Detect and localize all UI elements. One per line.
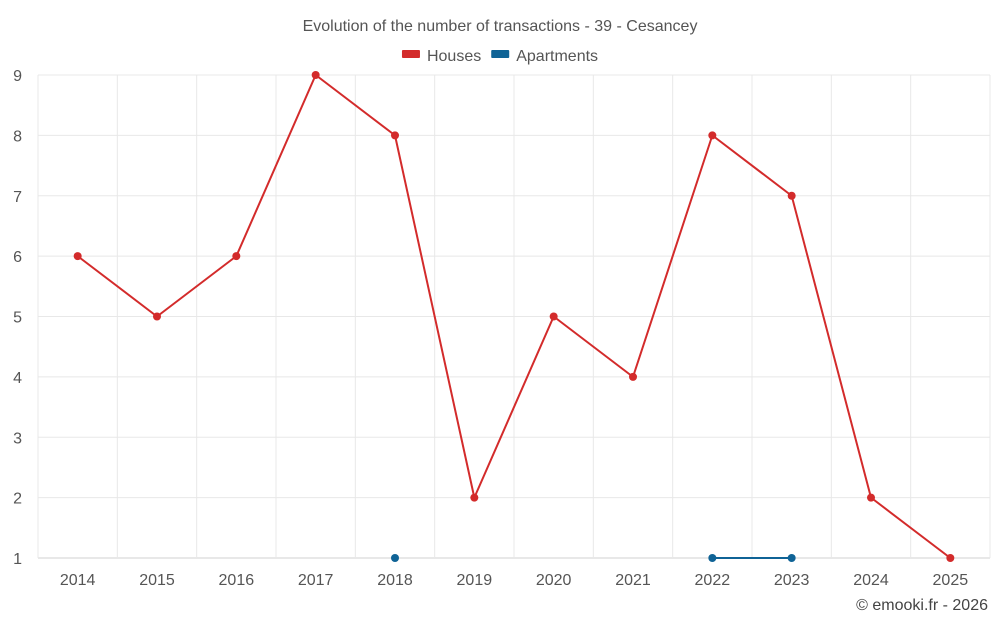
x-tick-label: 2017 [298,572,334,589]
y-tick-label: 9 [13,68,22,85]
credit-text: © emooki.fr - 2026 [856,597,988,614]
data-point-houses[interactable] [391,131,399,140]
y-tick-label: 4 [13,370,22,387]
x-tick-label: 2016 [219,572,255,589]
x-tick-label: 2022 [695,572,731,589]
data-point-houses[interactable] [549,312,558,321]
series-layer [73,71,955,562]
x-tick-label: 2019 [457,572,493,589]
y-tick-label: 5 [13,310,22,327]
data-point-houses[interactable] [867,493,875,502]
x-tick-label: 2020 [536,572,572,589]
chart-title: Evolution of the number of transactions … [303,18,698,35]
data-point-houses[interactable] [153,312,161,321]
x-tick-label: 2023 [774,572,810,589]
legend-label: Houses [427,48,481,65]
data-point-houses[interactable] [470,493,479,502]
y-tick-label: 7 [13,189,22,206]
legend-swatch [401,50,420,58]
series-line-houses [77,74,951,559]
x-tick-label: 2015 [139,572,175,589]
series-houses [73,71,955,562]
y-tick-label: 8 [13,128,22,145]
y-tick-label: 3 [13,430,22,447]
legend-item-houses[interactable]: Houses [401,48,481,65]
x-tick-label: 2021 [615,572,651,589]
data-point-apartments[interactable] [391,554,399,562]
data-point-houses[interactable] [708,131,717,140]
legend-label: Apartments [516,48,598,65]
y-tick-label: 1 [13,551,22,568]
x-tick-label: 2014 [60,572,96,589]
data-point-houses[interactable] [787,191,796,200]
y-axis: 1 2 3 4 5 6 7 8 9 [13,68,22,568]
data-point-apartments[interactable] [787,554,796,562]
series-apartments [391,554,796,562]
x-tick-label: 2024 [853,572,889,589]
x-tick-label: 2025 [933,572,969,589]
data-point-houses[interactable] [73,252,82,261]
data-point-houses[interactable] [946,554,955,562]
data-point-houses[interactable] [232,252,241,261]
legend-swatch [491,50,510,58]
data-point-houses[interactable] [629,372,637,381]
data-point-houses[interactable] [311,71,320,79]
legend: Houses Apartments [401,48,598,65]
grid [37,74,991,559]
y-tick-label: 6 [13,249,22,266]
x-tick-label: 2018 [377,572,413,589]
x-axis: 2014 2015 2016 2017 2018 2019 2020 2021 2022 2023… [60,572,968,589]
legend-item-apartments[interactable]: Apartments [491,48,598,65]
data-point-apartments[interactable] [708,554,717,562]
y-tick-label: 2 [13,491,22,508]
